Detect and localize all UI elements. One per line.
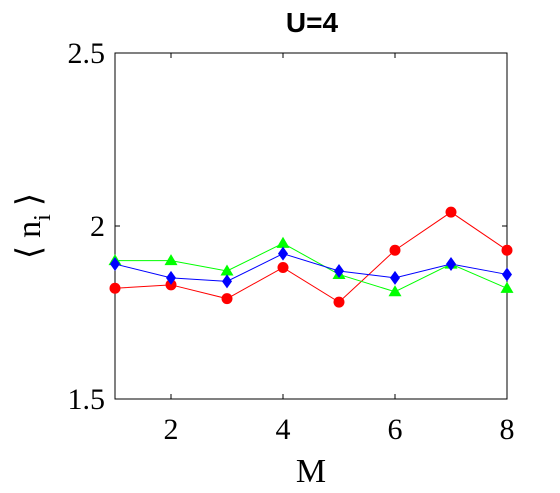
data-point [501, 244, 513, 256]
x-tick-label: 2 [164, 413, 179, 446]
series-line [115, 242, 508, 293]
data-point [446, 257, 456, 272]
x-tick-label: 6 [388, 413, 403, 446]
data-point [164, 254, 178, 266]
series-line [114, 211, 508, 303]
chart-title: U=4 [286, 7, 339, 38]
data-point [110, 257, 120, 272]
y-axis-label-base: n [11, 221, 48, 238]
x-tick-label: 4 [276, 413, 291, 446]
data-point [389, 244, 401, 256]
y-axis-label: ⟨ ni ⟩ [11, 193, 56, 259]
x-axis-ticks: 2 4 6 8 [164, 53, 515, 446]
y-tick-label: 2.5 [68, 37, 106, 70]
data-point [278, 246, 288, 261]
y-axis-label-close: ⟩ [11, 193, 48, 206]
x-tick-label: 8 [500, 413, 515, 446]
y-axis-label-open: ⟨ [11, 246, 48, 259]
series-0 [109, 206, 513, 308]
y-tick-label: 2 [90, 210, 105, 243]
data-point [220, 264, 234, 276]
data-point [276, 236, 290, 248]
series-group [108, 206, 514, 308]
data-point [221, 293, 233, 305]
x-axis-label: M [296, 453, 326, 490]
data-point [502, 267, 512, 282]
data-point [334, 263, 344, 278]
data-point [109, 282, 121, 294]
data-point [222, 274, 232, 289]
plot-area [114, 52, 508, 400]
y-axis-label-sub: i [30, 214, 56, 221]
y-tick-label: 1.5 [68, 383, 106, 416]
data-point [500, 281, 514, 293]
data-point [390, 270, 400, 285]
y-axis-ticks: 1.5 2 2.5 [68, 37, 507, 416]
data-point [388, 285, 402, 297]
series-line [114, 253, 508, 282]
data-point [166, 270, 176, 285]
series-2 [110, 246, 512, 289]
svg-text:⟨ni⟩: ⟨ ni ⟩ [11, 193, 56, 259]
data-point [277, 262, 289, 274]
data-point [333, 296, 345, 308]
data-point [445, 206, 457, 218]
